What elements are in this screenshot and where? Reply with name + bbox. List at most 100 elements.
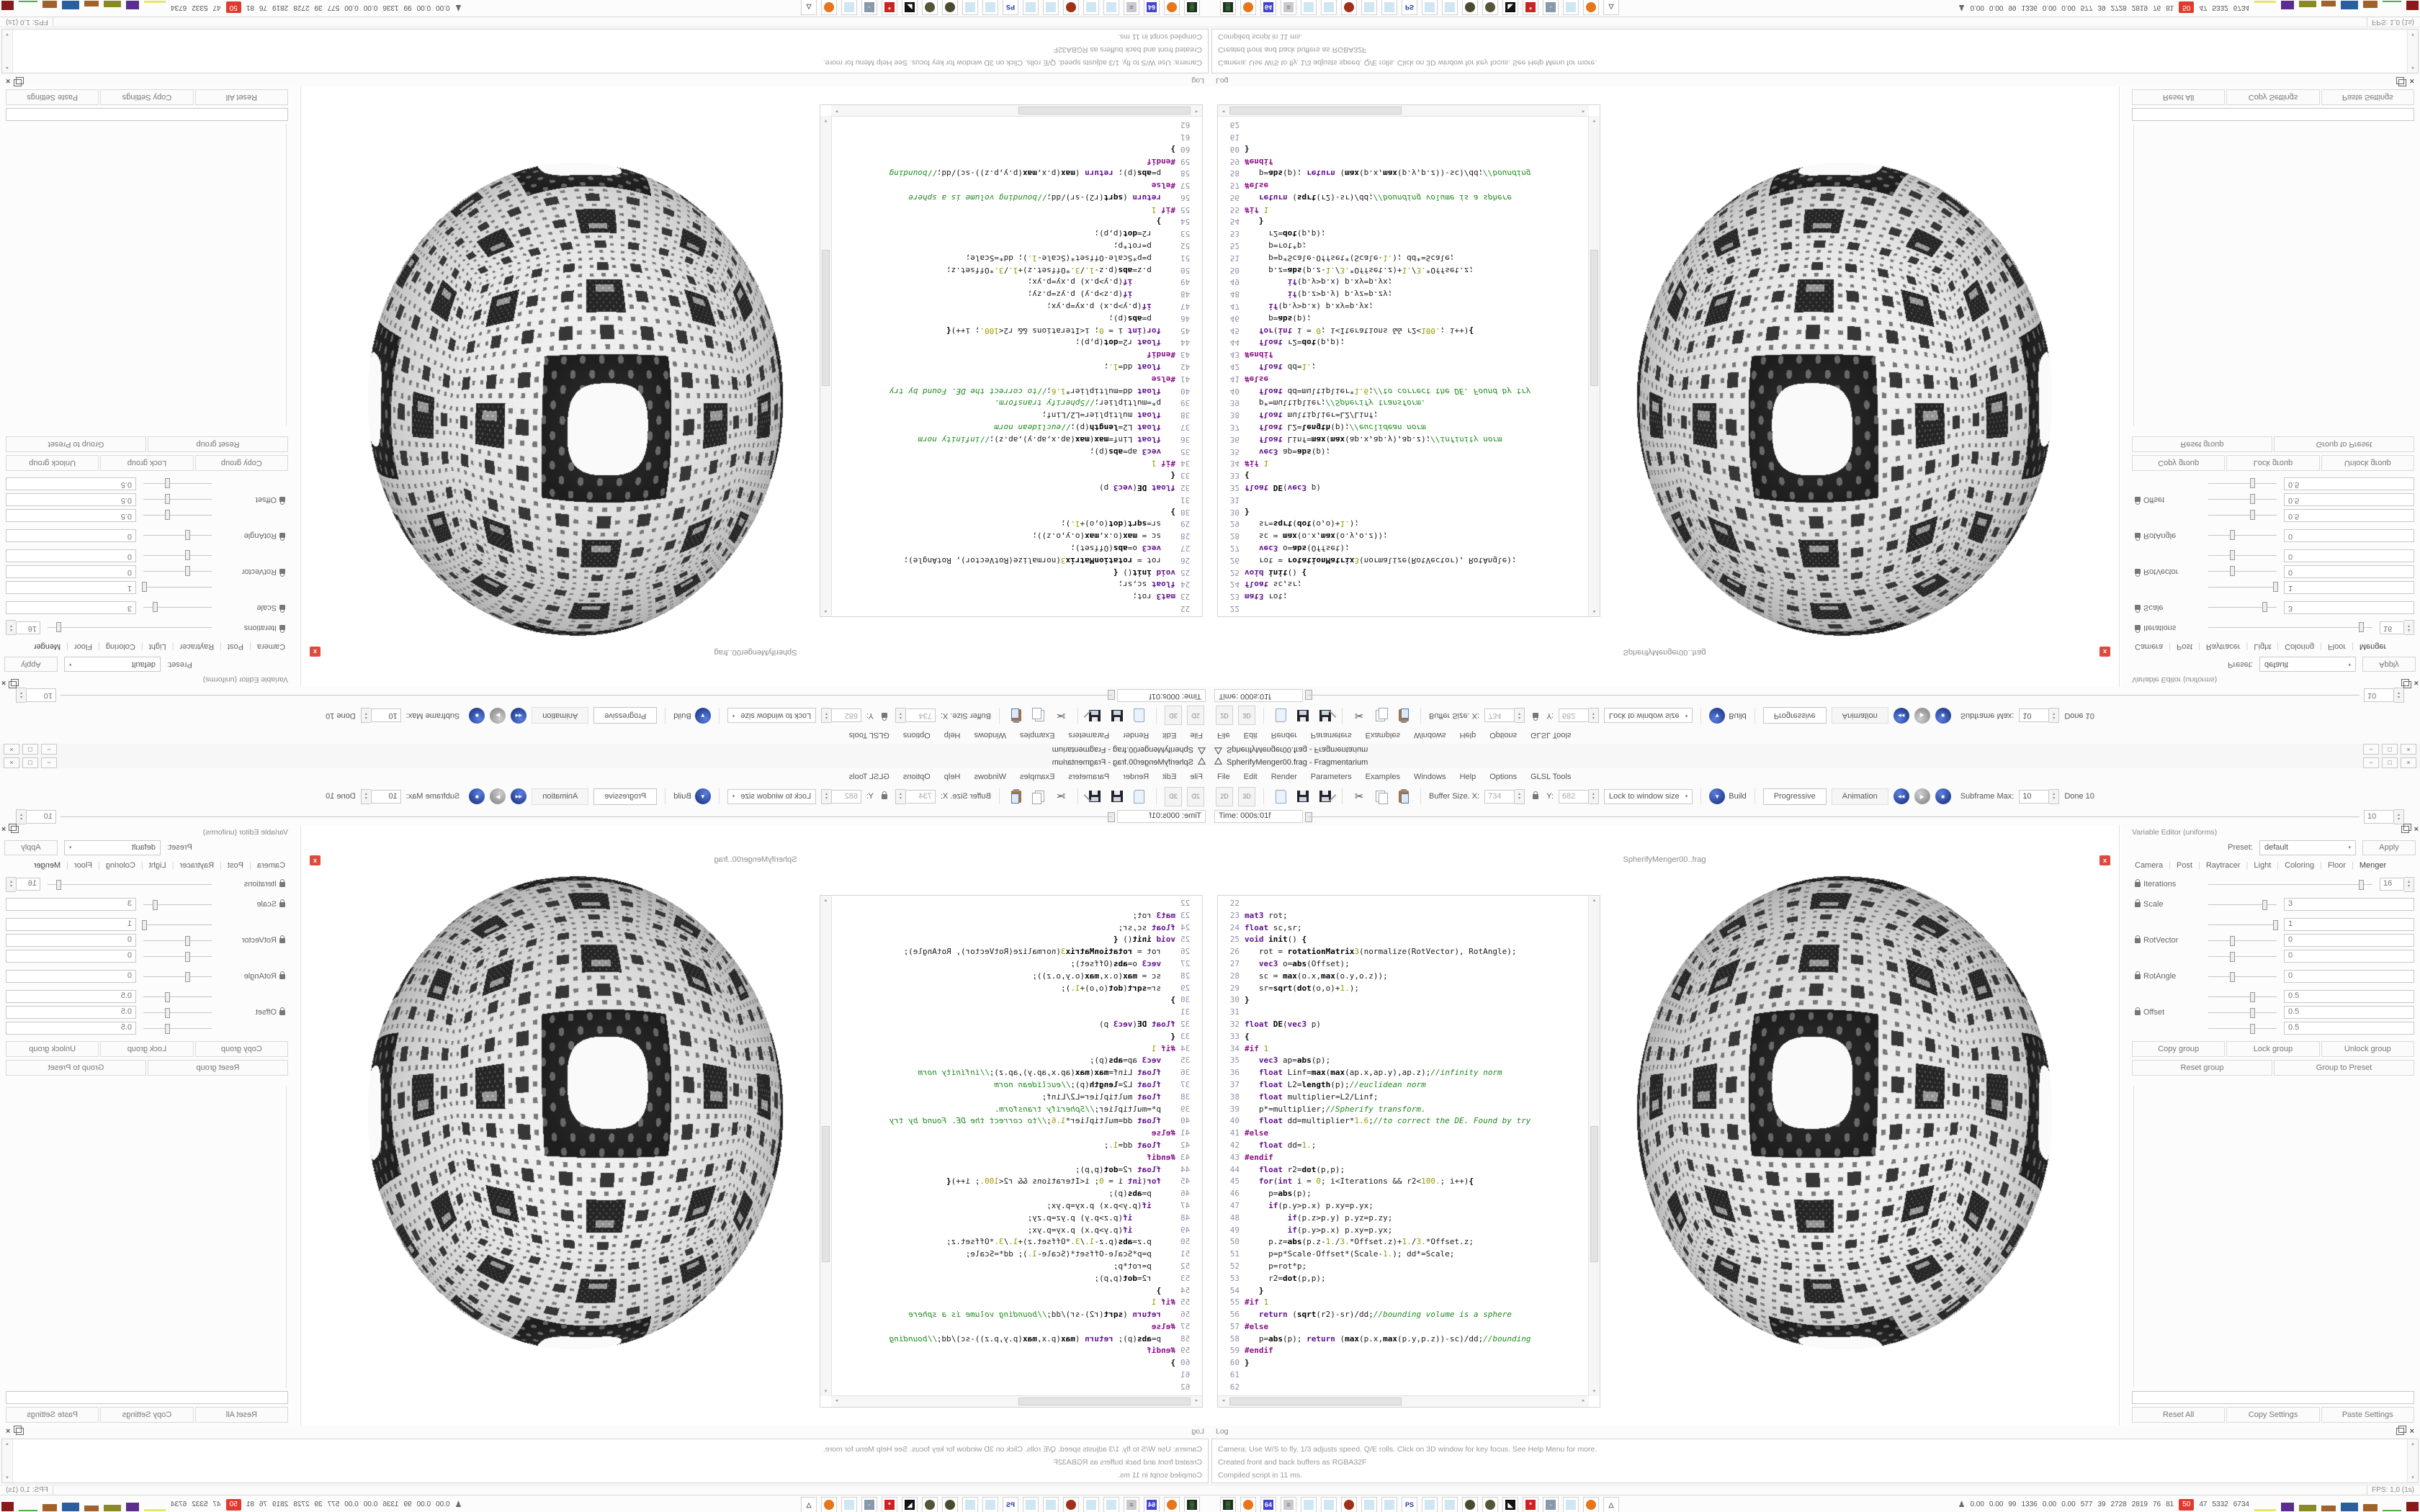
param-spin-value[interactable]: 16 <box>16 621 40 634</box>
subframe-max-spinner[interactable]: 10 ▴ ▾ <box>360 788 401 804</box>
buffer-x-value[interactable]: 734 <box>1484 708 1515 723</box>
preset-name-field[interactable] <box>2132 108 2414 121</box>
scroll-up-icon[interactable]: ▴ <box>2411 66 2414 71</box>
preset-name-field[interactable] <box>2132 1391 2414 1404</box>
animation-toggle[interactable]: Animation <box>1831 788 1888 805</box>
play-button[interactable]: ▶ <box>490 788 506 804</box>
taskbar-display-settings-button[interactable]: ▫ <box>861 0 877 15</box>
slider-handle[interactable] <box>2262 602 2267 612</box>
param-value-field[interactable]: 0 <box>2284 549 2414 562</box>
time-spinner[interactable]: 10 ▴ ▾ <box>2364 809 2404 824</box>
param-value-field[interactable]: 1 <box>6 581 136 594</box>
param-slider[interactable] <box>48 877 212 891</box>
slider-handle[interactable] <box>2249 1008 2255 1018</box>
tab-camera[interactable]: Camera <box>2135 861 2164 870</box>
paste-settings-button[interactable]: Paste Settings <box>6 1407 99 1423</box>
param-slider[interactable] <box>2208 877 2372 891</box>
param-value-field[interactable]: 0 <box>2284 934 2414 947</box>
param-slider[interactable] <box>2208 549 2277 563</box>
tab-post[interactable]: Post <box>228 861 244 870</box>
taskbar-vice-c64-floppy-button[interactable]: 64 <box>1144 0 1160 15</box>
time-spin-value[interactable]: 10 <box>2364 688 2394 702</box>
preset-combo[interactable]: default ▾ <box>2259 840 2356 855</box>
param-value-field[interactable]: 0.5 <box>6 1006 136 1019</box>
tab-raytracer[interactable]: Raytracer <box>2205 642 2241 651</box>
spin-arrows-icon[interactable]: ▴ ▾ <box>895 788 905 804</box>
tab-raytracer[interactable]: Raytracer <box>179 642 215 651</box>
scroll-down-icon[interactable]: ▾ <box>824 1389 828 1394</box>
tab-coloring[interactable]: Coloring <box>2285 642 2315 651</box>
editor-subwindow-titlebar[interactable]: SpherifyMenger00..frag x <box>305 855 1206 868</box>
close-editor-button[interactable]: x <box>310 647 321 657</box>
3d-mode-button[interactable]: 3D <box>1238 786 1255 806</box>
group-to-preset-button[interactable]: Group to Preset <box>6 1060 146 1076</box>
unlock-group-button[interactable]: Unlock group <box>2321 455 2414 471</box>
spin-arrows-icon[interactable]: ▴ ▾ <box>2404 876 2414 892</box>
tab-post[interactable]: Post <box>2176 861 2192 870</box>
param-value-field[interactable]: 0 <box>6 565 136 578</box>
open-file-button[interactable] <box>1131 787 1148 806</box>
copy-settings-button[interactable]: Copy Settings <box>2226 89 2320 105</box>
spin-arrows-icon[interactable]: ▴ ▾ <box>895 708 905 724</box>
taskbar-postscript-doc-button[interactable]: PS <box>1003 1497 1018 1512</box>
taskbar-vice-c64-floppy-button[interactable]: 64 <box>1260 1497 1276 1512</box>
param-slider[interactable] <box>2208 621 2372 635</box>
scroll-left-icon[interactable]: ◂ <box>1195 109 1198 114</box>
reset-all-button[interactable]: Reset All <box>194 1407 288 1423</box>
preset-combo[interactable]: default ▾ <box>64 657 161 672</box>
scrollbar-thumb[interactable] <box>822 249 830 387</box>
stop-button[interactable]: ■ <box>1935 708 1951 724</box>
tab-raytracer[interactable]: Raytracer <box>2205 861 2241 870</box>
taskbar-notepad-button[interactable] <box>841 0 857 15</box>
slider-handle[interactable] <box>184 972 190 982</box>
menu-options[interactable]: Options <box>902 731 931 740</box>
taskbar-bw-artwork-button[interactable]: ◣ <box>902 0 918 15</box>
close-dock-icon[interactable]: × <box>6 76 11 85</box>
taskbar-system-monitor-button[interactable]: ▒ <box>1220 1497 1236 1512</box>
build-button[interactable]: ▼ Build <box>1709 788 1747 804</box>
param-value-field[interactable]: 3 <box>2284 898 2414 911</box>
taskbar-notepad-button[interactable] <box>982 1497 998 1512</box>
param-value-field[interactable]: 0 <box>6 529 136 542</box>
taskbar-notepad-button[interactable] <box>962 1497 978 1512</box>
save-button[interactable] <box>1294 787 1312 806</box>
save-button[interactable] <box>1294 706 1312 725</box>
slider-handle[interactable] <box>165 478 171 488</box>
preset-combo[interactable]: default ▾ <box>2259 657 2356 672</box>
log-output[interactable]: Camera: Use W/S to fly. 1/3 adjusts spee… <box>1 29 1209 73</box>
tab-raytracer[interactable]: Raytracer <box>179 861 215 870</box>
param-value-field[interactable]: 0.5 <box>2284 509 2414 522</box>
close-button[interactable]: × <box>4 744 19 755</box>
menu-glsl-tools[interactable]: GLSL Tools <box>1531 772 1572 781</box>
tab-coloring[interactable]: Coloring <box>105 861 135 870</box>
paste-button[interactable] <box>1008 787 1025 806</box>
tab-camera[interactable]: Camera <box>2135 642 2164 651</box>
editor-horizontal-scrollbar[interactable]: ◂ ▸ <box>1218 105 1589 117</box>
taskbar-firefox-button[interactable] <box>1240 0 1256 15</box>
buffer-y-value[interactable]: 682 <box>831 789 862 804</box>
3d-mode-button[interactable]: 3D <box>1238 706 1255 726</box>
reset-group-button[interactable]: Reset group <box>2132 436 2272 452</box>
animation-toggle[interactable]: Animation <box>532 788 589 805</box>
taskbar-textured-sphere-button[interactable] <box>1462 0 1478 15</box>
taskbar-notepad-button[interactable] <box>1381 0 1397 15</box>
log-output[interactable]: Camera: Use W/S to fly. 1/3 adjusts spee… <box>1 1439 1209 1483</box>
paste-button[interactable] <box>1395 787 1412 806</box>
preset-name-field[interactable] <box>6 108 288 121</box>
stop-button[interactable]: ■ <box>469 788 485 804</box>
slider-handle[interactable] <box>165 1024 171 1034</box>
taskbar-fragmentarium-button[interactable]: △ <box>1603 1497 1619 1512</box>
spin-arrows-icon[interactable]: ▴ ▾ <box>1515 788 1525 804</box>
paste-button[interactable] <box>1395 706 1412 725</box>
scroll-right-icon[interactable]: ▸ <box>835 109 838 114</box>
param-value-field[interactable]: 0.5 <box>2284 990 2414 1003</box>
log-output[interactable]: Camera: Use W/S to fly. 1/3 adjusts spee… <box>1211 1439 2419 1483</box>
param-slider[interactable] <box>143 477 212 491</box>
slider-handle[interactable] <box>165 494 171 504</box>
close-editor-button[interactable]: x <box>310 855 321 865</box>
menu-examples[interactable]: Examples <box>1365 731 1400 740</box>
spin-arrows-icon[interactable]: ▴ ▾ <box>6 876 16 892</box>
time-spin-value[interactable]: 10 <box>26 688 56 702</box>
scrollbar-thumb[interactable] <box>1229 1398 1402 1405</box>
group-to-preset-button[interactable]: Group to Preset <box>2274 436 2414 452</box>
